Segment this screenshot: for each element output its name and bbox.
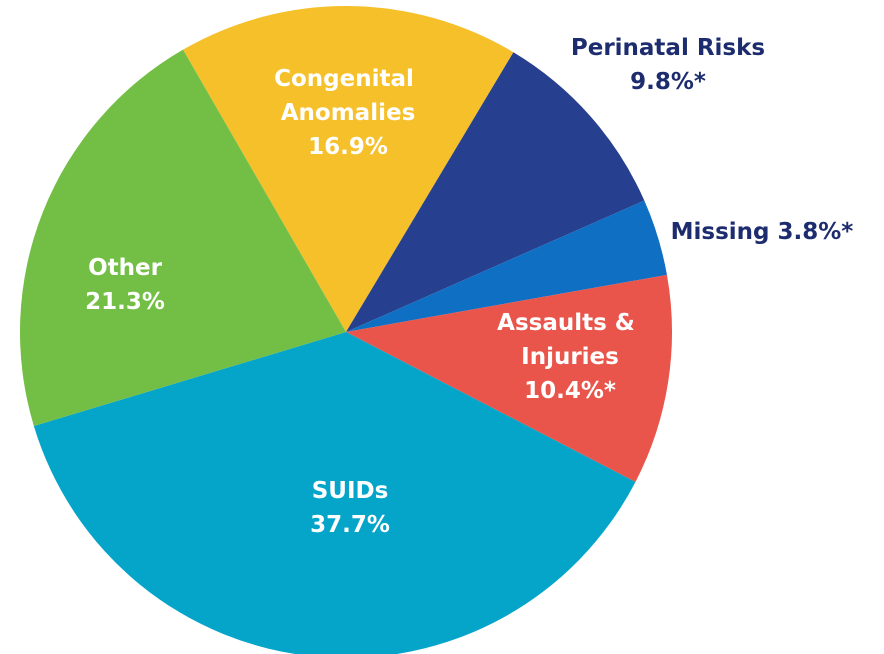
slice-label: Perinatal Risks 9.8%* [571,35,765,95]
slice-value: 16.9% [308,134,388,160]
slice-category: Perinatal Risks [571,35,765,61]
slice-value: 3.8%* [778,219,854,245]
slice-label: Assaults & Injuries 10.4%* [497,310,643,404]
label-line: Congenital [274,66,422,92]
pie-slice [346,200,667,332]
pie-slice [19,49,346,426]
slice-category: Missing [671,219,770,245]
label-line: Anomalies [281,100,416,126]
slice-category: SUIDs [312,478,389,504]
slice-label: Missing 3.8%* [671,219,854,245]
slice-label: Congenital Anomalies 16.9% [274,66,422,160]
label-line: Injuries [521,344,619,370]
slice-category: Other [88,255,163,281]
pie-slice [346,52,645,333]
slice-value: 10.4%* [524,378,616,404]
slice-category: Assaults & Injuries [497,310,643,370]
slice-category: Congenital Anomalies [274,66,422,126]
pie-slice [33,332,636,654]
label-line: Assaults & [497,310,643,336]
slice-value: 9.8%* [630,69,706,95]
slice-value: 37.7% [310,512,390,538]
slice-label: Other 21.3% [85,255,165,315]
pie-slice [346,274,673,482]
slice-label: SUIDs 37.7% [310,478,390,538]
slice-value: 21.3% [85,289,165,315]
pie-slice [183,6,514,333]
